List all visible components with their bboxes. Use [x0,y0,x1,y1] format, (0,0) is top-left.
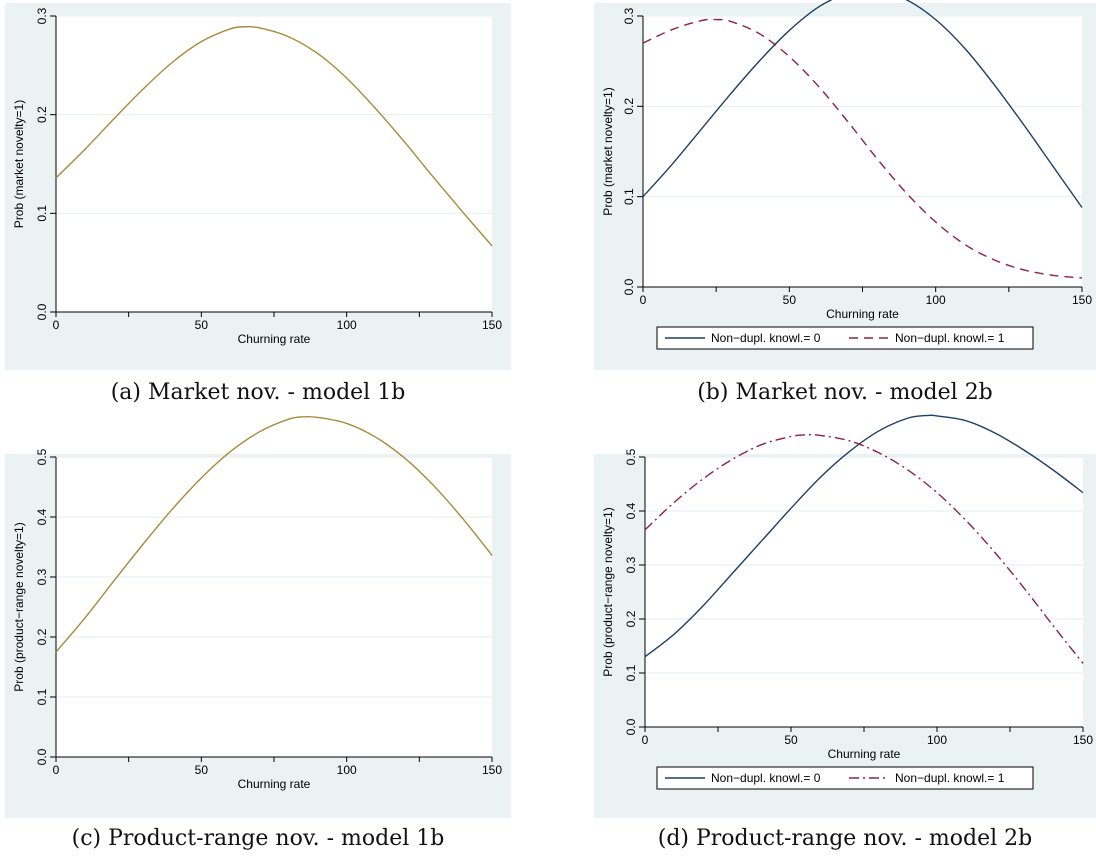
chart-panel-d: 0.0 0.1 0.2 0.3 0.4 0.5 0 50 100 150 Churning rate… [594,414,1096,818]
y-tick-label: 0.2 [624,610,638,627]
series-line-1 [644,433,1084,664]
y-tick-label: 0.3 [35,568,49,585]
y-tick-label: 0.3 [624,556,638,573]
x-tick-label: 150 [1072,293,1092,307]
plot-area [645,457,1083,727]
y-tick-label: 0.0 [35,748,49,765]
caption-a: (a) Market nov. - model 1b [110,380,406,405]
x-tick-label: 50 [195,763,209,777]
chart-svg: 0.0 0.1 0.2 0.3 0.4 0.5 0 50 100 150 Churning rate… [601,414,1093,790]
legend-label-1: Non−dupl. knowl.= 1 [895,331,1005,345]
x-axis-title: Churning rate [826,307,899,321]
y-axis-title: Prob (product−range novelty=1) [12,522,26,691]
x-tick-label: 100 [337,318,357,332]
series-line-0 [642,0,1083,208]
y-tick-label: 0.1 [622,188,636,205]
y-axis-title: Prob (product−range novelty=1) [601,507,615,676]
x-axis-title: Churning rate [238,777,311,791]
legend-label-1: Non−dupl. knowl.= 1 [895,771,1005,785]
x-tick-label: 150 [482,318,502,332]
chart-svg: 0.0 0.1 0.2 0.3 0.4 0.5 0 50 100 150 Churning rate… [12,415,502,791]
x-tick-label: 100 [337,763,357,777]
chart-svg: 0.0 0.1 0.2 0.3 0 50 100 150 Churning rate Prob (… [12,7,502,346]
x-tick-label: 50 [195,318,209,332]
x-tick-label: 0 [640,293,647,307]
series-line-0 [55,25,493,247]
y-tick-label: 0.4 [35,508,49,525]
y-tick-label: 0.1 [35,688,49,705]
y-tick-label: 0.4 [624,502,638,519]
y-axis-title: Prob (market novelty=1) [601,87,615,215]
caption-d: (d) Product-range nov. - model 2b [657,826,1033,851]
plot-area [56,457,492,757]
chart-panel-c: 0.0 0.1 0.2 0.3 0.4 0.5 0 50 100 150 Churning rate… [5,415,511,818]
x-tick-label: 0 [53,763,60,777]
legend-label-0: Non−dupl. knowl.= 0 [711,771,821,785]
x-tick-label: 150 [482,763,502,777]
plot-area [56,16,492,312]
caption-b: (b) Market nov. - model 2b [697,380,993,405]
y-tick-label: 0.3 [622,7,636,24]
y-tick-label: 0.1 [624,664,638,681]
x-tick-label: 0 [642,733,649,747]
x-tick-label: 50 [784,733,798,747]
x-tick-label: 0 [53,318,60,332]
series-line-0 [55,415,493,653]
y-tick-label: 0.5 [624,448,638,465]
x-tick-label: 50 [783,293,797,307]
y-tick-label: 0.2 [35,628,49,645]
legend-box [656,326,1034,350]
y-tick-label: 0.3 [35,7,49,24]
series-line-1 [642,18,1083,279]
plot-area [643,16,1082,287]
series-line-0 [644,414,1084,658]
y-tick-label: 0.5 [35,448,49,465]
y-tick-label: 0.2 [35,106,49,123]
legend-box [656,766,1034,790]
y-tick-label: 0.0 [35,303,49,320]
x-tick-label: 100 [927,733,947,747]
x-axis-title: Churning rate [238,332,311,346]
y-tick-label: 0.1 [35,205,49,222]
y-tick-label: 0.0 [624,718,638,735]
x-tick-label: 150 [1073,733,1093,747]
y-axis-title: Prob (market novelty=1) [12,100,26,228]
chart-panel-b: 0.0 0.1 0.2 0.3 0 50 100 150 Churning rate Prob (… [594,0,1096,370]
legend-label-0: Non−dupl. knowl.= 0 [711,331,821,345]
chart-panel-a: 0.0 0.1 0.2 0.3 0 50 100 150 Churning rate Prob (… [5,3,511,370]
chart-svg: 0.0 0.1 0.2 0.3 0 50 100 150 Churning rate Prob (… [601,0,1092,350]
x-tick-label: 100 [926,293,946,307]
y-tick-label: 0.2 [622,98,636,115]
x-axis-title: Churning rate [828,747,901,761]
caption-c: (c) Product-range nov. - model 1b [71,826,445,851]
y-tick-label: 0.0 [622,278,636,295]
